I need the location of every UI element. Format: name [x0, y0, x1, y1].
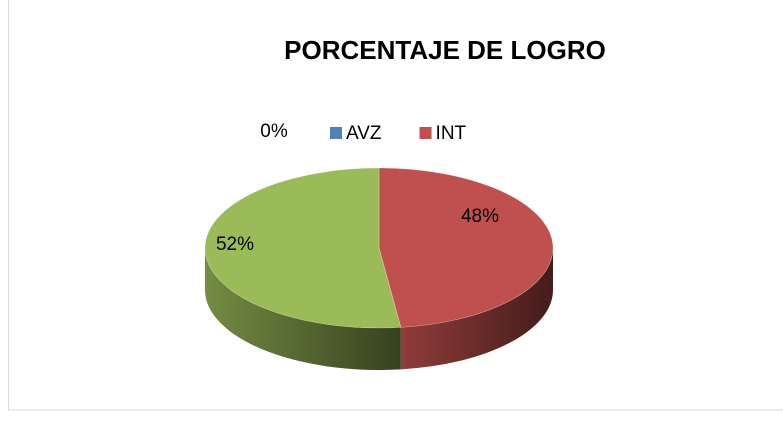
legend-swatch	[330, 127, 342, 139]
slice	[204, 167, 402, 329]
slice-side	[400, 248, 554, 370]
slice-side	[205, 248, 401, 371]
data-label: 48%	[461, 206, 499, 227]
legend-swatch	[419, 127, 432, 139]
data-label: 0%	[260, 121, 288, 142]
legend-label: AVZ	[346, 123, 382, 144]
legend-label: INT	[436, 123, 467, 144]
data-label: 52%	[216, 234, 254, 255]
chart-title: PORCENTAJE DE LOGRO	[284, 35, 606, 65]
slice	[378, 167, 554, 328]
